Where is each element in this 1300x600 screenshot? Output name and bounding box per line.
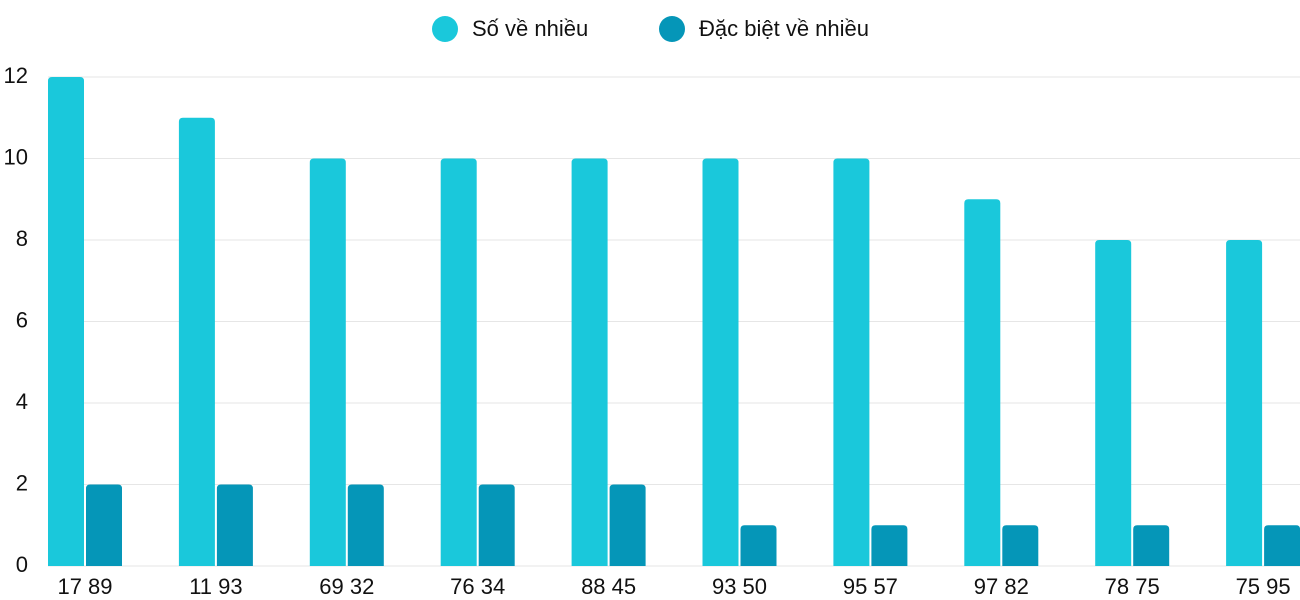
y-tick-label: 0 bbox=[16, 552, 28, 577]
x-tick-label: 95 57 bbox=[843, 574, 898, 599]
bar bbox=[871, 525, 908, 566]
x-tick-label: 11 93 bbox=[189, 574, 242, 599]
bar bbox=[571, 158, 608, 566]
bar bbox=[216, 484, 253, 566]
bar bbox=[1264, 525, 1300, 566]
bar bbox=[964, 199, 1001, 566]
x-tick-label: 75 95 bbox=[1236, 574, 1291, 599]
y-tick-label: 10 bbox=[4, 144, 28, 169]
y-tick-label: 4 bbox=[16, 389, 28, 414]
bar bbox=[1133, 525, 1170, 566]
legend-label: Số về nhiều bbox=[472, 16, 588, 41]
x-tick-label: 88 45 bbox=[581, 574, 636, 599]
bar bbox=[48, 77, 84, 566]
x-tick-label: 93 50 bbox=[712, 574, 767, 599]
bar bbox=[86, 484, 122, 566]
legend-swatch bbox=[432, 16, 458, 42]
bar bbox=[309, 158, 346, 566]
bar bbox=[440, 158, 477, 566]
y-tick-label: 12 bbox=[4, 63, 28, 88]
legend-label: Đặc biệt về nhiều bbox=[699, 16, 869, 41]
y-tick-label: 6 bbox=[16, 307, 28, 332]
x-tick-label: 17 89 bbox=[57, 574, 112, 599]
x-tick-label: 76 34 bbox=[450, 574, 505, 599]
x-tick-label: 78 75 bbox=[1105, 574, 1160, 599]
bar bbox=[833, 158, 870, 566]
y-tick-label: 8 bbox=[16, 226, 28, 251]
bar bbox=[478, 484, 515, 566]
bar bbox=[347, 484, 384, 566]
y-tick-label: 2 bbox=[16, 470, 28, 495]
bar bbox=[1226, 240, 1263, 566]
bar bbox=[1095, 240, 1132, 566]
x-tick-label: 97 82 bbox=[974, 574, 1029, 599]
bar bbox=[702, 158, 739, 566]
bar bbox=[178, 117, 215, 566]
x-tick-label: 69 32 bbox=[319, 574, 374, 599]
bar bbox=[1002, 525, 1039, 566]
bar bbox=[609, 484, 646, 566]
legend-swatch bbox=[659, 16, 685, 42]
bar bbox=[740, 525, 777, 566]
